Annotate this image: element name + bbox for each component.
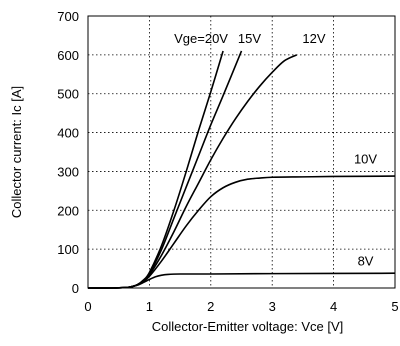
series-line [87, 50, 224, 289]
series-label: 8V [358, 253, 374, 268]
y-tick-label: 500 [57, 87, 79, 102]
series-label: Vge=20V [174, 31, 228, 46]
series-line [87, 272, 396, 289]
series-label: 10V [354, 151, 377, 166]
series-label: 12V [302, 31, 325, 46]
x-tick-label: 1 [146, 299, 153, 314]
series-label: 15V [238, 31, 261, 46]
grid-layer [88, 16, 395, 288]
x-tick-label: 5 [391, 299, 398, 314]
x-axis-title: Collector-Emitter voltage: Vce [V] [152, 319, 343, 334]
y-tick-label: 0 [72, 281, 79, 296]
x-tick-label: 0 [84, 299, 91, 314]
y-tick-label: 700 [57, 9, 79, 24]
y-tick-label: 400 [57, 126, 79, 141]
x-tick-label: 4 [330, 299, 337, 314]
series-line [87, 50, 243, 289]
y-tick-label: 100 [57, 242, 79, 257]
series-label-layer: Vge=20V 15V 12V 10V 8V [174, 31, 377, 268]
y-tick-label: 200 [57, 203, 79, 218]
series-layer [87, 50, 396, 289]
y-tick-label: 300 [57, 164, 79, 179]
x-tick-label: 2 [207, 299, 214, 314]
y-axis-title: Collector current: Ic [A] [9, 86, 24, 218]
series-line [87, 175, 396, 289]
y-tick-label: 600 [57, 48, 79, 63]
x-tick-label: 3 [269, 299, 276, 314]
tick-layer: 0 1 2 3 4 5 0 100 200 300 400 500 600 700 [57, 9, 398, 314]
plot-frame [87, 15, 396, 289]
